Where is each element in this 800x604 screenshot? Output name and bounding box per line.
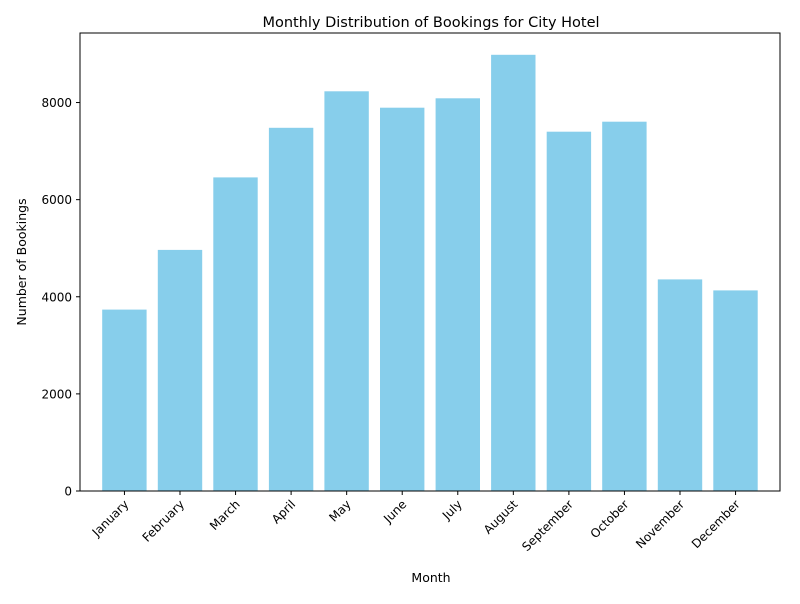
y-tick-label: 2000 xyxy=(41,387,72,401)
x-tick-label: August xyxy=(481,497,521,537)
y-tick-label: 0 xyxy=(64,485,72,499)
bar-may xyxy=(324,91,369,492)
x-tick-label: December xyxy=(689,497,743,551)
bar-november xyxy=(657,279,703,491)
bar-october xyxy=(602,121,647,491)
y-axis-label: Number of Bookings xyxy=(14,198,29,325)
y-tick-label: 4000 xyxy=(41,290,72,304)
bar-march xyxy=(213,177,258,491)
x-tick-label: January xyxy=(89,497,132,540)
x-axis-label: Month xyxy=(411,570,450,585)
bar-september xyxy=(546,131,592,491)
x-tick-label: July xyxy=(439,497,465,523)
x-tick-label: April xyxy=(269,497,298,526)
plot-frame xyxy=(79,32,781,492)
x-tick-label: June xyxy=(380,497,409,526)
bar-july xyxy=(435,98,480,492)
x-tick-label: March xyxy=(207,497,243,533)
bar-june xyxy=(380,107,425,491)
x-tick-label: November xyxy=(633,497,687,551)
y-tick-label: 6000 xyxy=(41,193,72,207)
x-tick-label: February xyxy=(140,497,188,545)
y-axis: 0 2000 4000 6000 8000 xyxy=(41,96,80,499)
bar-august xyxy=(491,54,536,492)
chart-title: Monthly Distribution of Bookings for Cit… xyxy=(262,15,599,31)
x-tick-label: May xyxy=(326,497,353,524)
x-tick-label: September xyxy=(519,497,576,554)
y-tick-label: 8000 xyxy=(41,96,72,110)
x-axis: January February March April May June July Augu… xyxy=(89,491,743,554)
x-tick-label: October xyxy=(588,497,632,541)
bar-december xyxy=(713,290,758,491)
bar-january xyxy=(102,309,147,491)
bar-april xyxy=(268,127,314,492)
bar-february xyxy=(157,249,203,491)
bars-layer xyxy=(102,54,758,492)
